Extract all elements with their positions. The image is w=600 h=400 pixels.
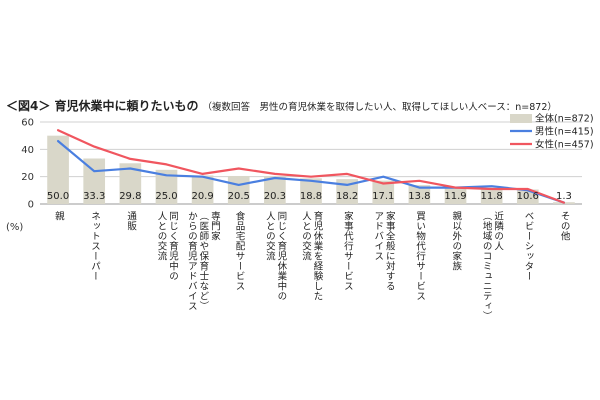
- legend-label: 女性(n=457): [535, 139, 594, 151]
- data-label: 18.8: [300, 191, 322, 202]
- data-label: 10.6: [517, 191, 539, 202]
- x-tick-label: 専門家 （医師や保育士など） からの育児アドバイス: [185, 211, 220, 311]
- y-tick-label: 60: [21, 118, 34, 129]
- x-tick-label: 通販: [125, 211, 137, 231]
- bar: [191, 175, 214, 204]
- bar: [480, 187, 503, 204]
- x-tick-label: 買い物代行サービス: [414, 211, 426, 301]
- x-tick-label: 親以外の家族: [450, 211, 462, 271]
- y-tick-label: 20: [21, 172, 34, 183]
- x-tick-label: 同じく育児中の 人との交流: [155, 211, 178, 281]
- x-tick-label: その他: [558, 211, 570, 241]
- x-tick-label: 同じく育児休業中の 人との交流: [263, 211, 287, 301]
- x-tick-label: 家事代行サービス: [341, 211, 353, 291]
- y-unit-label: (%): [6, 222, 23, 233]
- data-label: 11.8: [481, 191, 503, 202]
- y-tick-label: 40: [21, 145, 34, 156]
- y-tick-label: 0: [28, 200, 34, 211]
- data-label: 33.3: [83, 191, 105, 202]
- legend-label: 全体(n=872): [535, 113, 594, 125]
- data-label: 29.8: [119, 191, 141, 202]
- data-label: 20.5: [228, 191, 250, 202]
- x-tick-label: 近隣の人 （地域のコミュニティ）: [480, 211, 504, 321]
- chart-title-main: ＜図4＞ 育児休業中に頼りたいもの: [6, 99, 199, 113]
- data-label: 13.8: [408, 191, 430, 202]
- data-label: 1.3: [556, 191, 572, 202]
- bar: [264, 176, 286, 204]
- x-tick-label: 家事全般に対する アドバイス: [372, 211, 395, 291]
- series-line: [56, 129, 566, 204]
- bar: [444, 187, 467, 204]
- x-tick-label: 育児休業を経験した 人との交流: [300, 211, 323, 301]
- data-label: 20.9: [191, 191, 213, 202]
- data-label: 18.2: [336, 191, 358, 202]
- data-label: 11.9: [444, 191, 466, 202]
- chart-subtitle: （複数回答 男性の育児休業を取得したい人、取得してほしい人ベース：n=872）: [202, 102, 557, 113]
- bar: [119, 163, 142, 204]
- data-label: 25.0: [155, 191, 177, 202]
- bar: [155, 169, 178, 204]
- x-tick-label: ネットスーパー: [88, 211, 100, 281]
- series-line: [56, 140, 566, 204]
- x-tick-label: 食品宅配サービス: [233, 211, 245, 291]
- bar: [408, 185, 431, 204]
- chart-title: ＜図4＞ 育児休業中に頼りたいもの （複数回答 男性の育児休業を取得したい人、取得…: [6, 97, 557, 114]
- data-label: 17.1: [372, 191, 394, 202]
- x-tick-label: ベビーシッター: [522, 211, 534, 281]
- legend-swatch: [510, 114, 532, 123]
- data-label: 20.3: [264, 191, 286, 202]
- data-label: 50.0: [47, 191, 69, 202]
- x-tick-label: 親: [52, 211, 64, 221]
- legend-label: 男性(n=415): [535, 126, 594, 138]
- bar: [372, 180, 395, 204]
- bar: [300, 178, 322, 204]
- bar: [47, 135, 69, 204]
